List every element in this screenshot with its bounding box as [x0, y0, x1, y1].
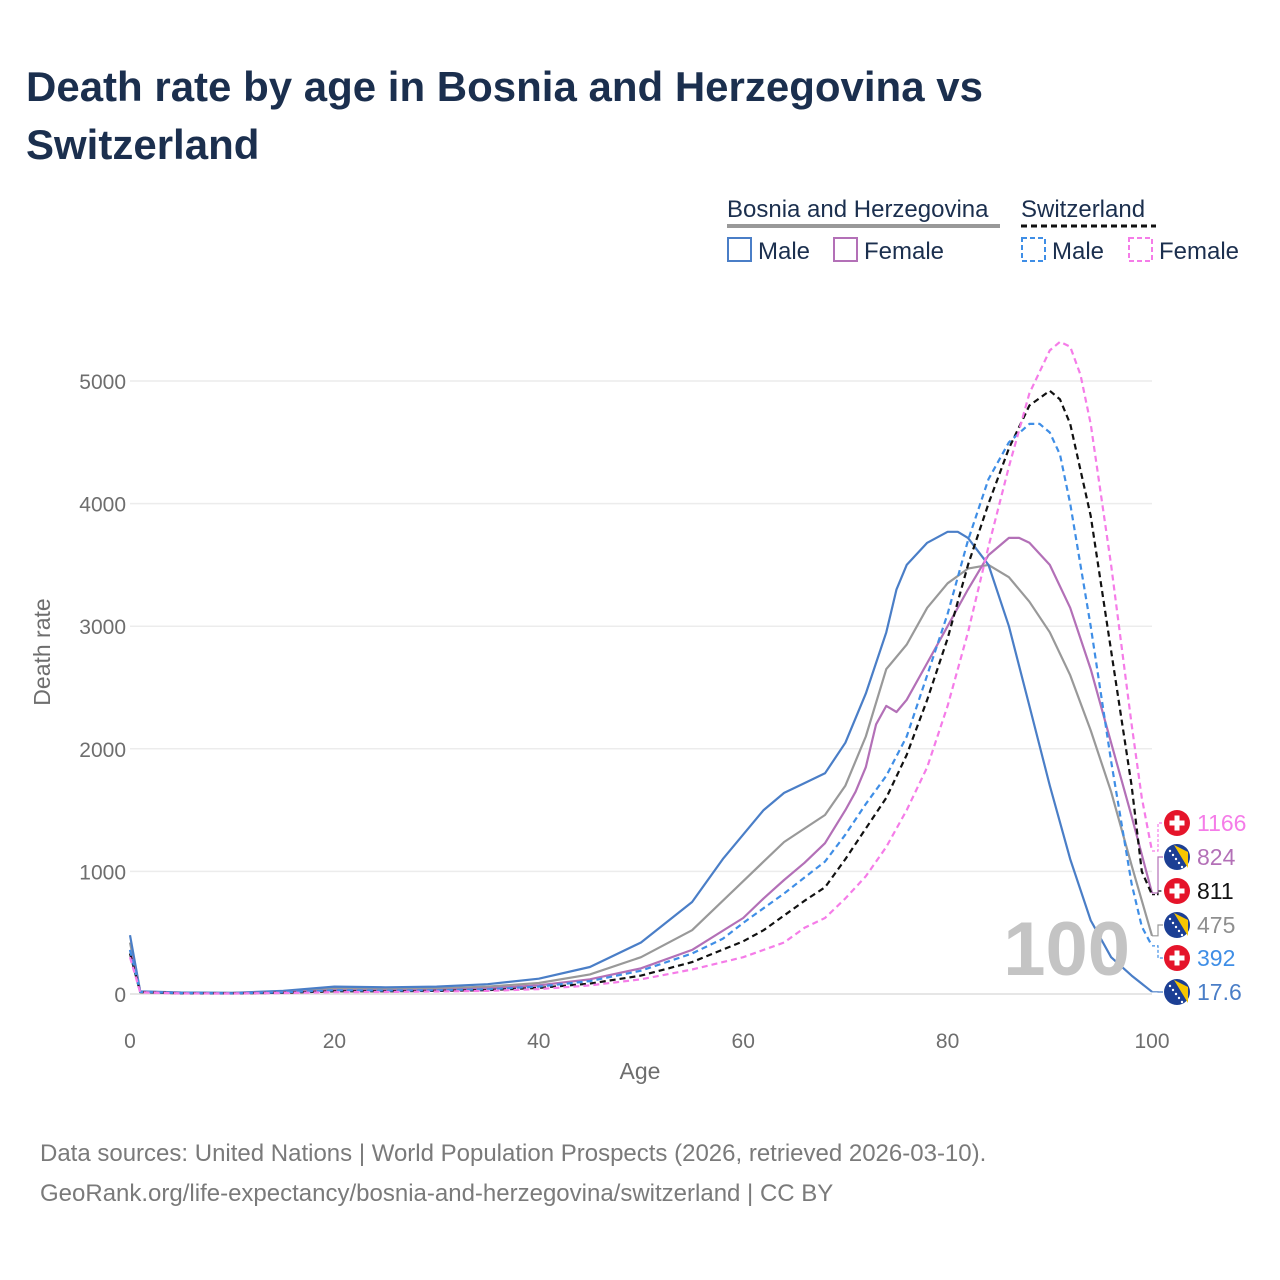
grid-layer: 0 1000 2000 3000 4000 5000 0 20 40 60 80 100: [79, 371, 1169, 1053]
flag-star: [1168, 917, 1172, 921]
x-tick-label: 20: [323, 1030, 346, 1053]
end-labels-layer: 1166 824 811 475 392 17.6: [1152, 810, 1246, 1005]
flag-star: [1171, 921, 1175, 925]
end-label-connector: [1152, 945, 1163, 959]
y-tick-label: 2000: [79, 739, 126, 762]
chart-title: Death rate by age in Bosnia and Herzegov…: [26, 63, 983, 168]
flag-cross-horizontal: [1169, 888, 1185, 894]
legend-switzerland-male-label[interactable]: Male: [1052, 238, 1104, 265]
x-tick-label: 80: [936, 1030, 959, 1053]
flag-triangle: [1174, 845, 1188, 868]
flag-star: [1180, 933, 1184, 937]
end-label-connector: [1152, 856, 1163, 894]
flag-star: [1177, 861, 1181, 865]
x-tick-label: 100: [1134, 1030, 1169, 1053]
flag-star: [1180, 865, 1184, 869]
source-line: Data sources: United Nations | World Pop…: [40, 1140, 987, 1167]
end-label-connector: [1152, 924, 1163, 937]
end-value-label: 1166: [1197, 810, 1246, 836]
flag-star: [1174, 992, 1178, 996]
age-watermark: 100: [1003, 907, 1130, 992]
flag-star: [1177, 996, 1181, 1000]
series-line-bosnia-and-herzegovina-total[interactable]: [128, 563, 1154, 995]
series-line-switzerland-male[interactable]: [128, 422, 1153, 995]
flag-star: [1177, 929, 1181, 933]
end-value-label: 17.6: [1197, 979, 1242, 1005]
flag-triangle: [1174, 980, 1188, 1003]
end-value-label: 475: [1197, 912, 1235, 938]
y-tick-label: 4000: [79, 494, 126, 517]
flag-star: [1174, 857, 1178, 861]
end-value-label: 824: [1197, 844, 1236, 870]
series-line-switzerland-total[interactable]: [128, 389, 1154, 995]
line-layer: [128, 340, 1154, 995]
end-value-label: 392: [1197, 945, 1235, 971]
y-tick-label: 5000: [79, 371, 126, 394]
legend-bosnia-male-swatch[interactable]: [727, 237, 752, 262]
flag-star: [1171, 853, 1175, 857]
x-tick-label: 0: [124, 1030, 136, 1053]
y-tick-label: 0: [114, 984, 126, 1007]
flag-triangle: [1174, 913, 1188, 936]
legend-group-switzerland[interactable]: Switzerland: [1021, 196, 1145, 223]
series-line-switzerland-female[interactable]: [128, 340, 1154, 995]
flag-cross-horizontal: [1169, 820, 1185, 826]
legend-bosnia-male-label[interactable]: Male: [758, 238, 810, 265]
legend-switzerland-male-swatch[interactable]: [1021, 237, 1046, 262]
flag-star: [1168, 849, 1172, 853]
legend-switzerland-female-swatch[interactable]: [1128, 237, 1153, 262]
legend-group-bosnia[interactable]: Bosnia and Herzegovina: [727, 196, 989, 223]
flag-star: [1171, 988, 1175, 992]
y-tick-label: 3000: [79, 616, 126, 639]
end-label-connector: [1152, 890, 1163, 896]
flag-star: [1174, 925, 1178, 929]
legend-bosnia-female-label[interactable]: Female: [864, 238, 944, 265]
end-value-label: 811: [1197, 878, 1234, 904]
flag-cross-horizontal: [1169, 955, 1185, 961]
series-line-bosnia-and-herzegovina-male[interactable]: [128, 530, 1153, 994]
series-line-bosnia-and-herzegovina-female[interactable]: [128, 536, 1154, 995]
flag-star: [1168, 984, 1172, 988]
y-tick-label: 1000: [79, 861, 126, 884]
x-tick-label: 60: [732, 1030, 755, 1053]
y-axis-title: Death rate: [29, 598, 55, 705]
legend-switzerland-female-label[interactable]: Female: [1159, 238, 1239, 265]
flag-star: [1180, 1000, 1184, 1004]
end-label-connector: [1152, 822, 1163, 852]
legend-bosnia-female-swatch[interactable]: [833, 237, 858, 262]
legend: Bosnia and Herzegovina Switzerland Male …: [727, 196, 1239, 265]
source-url[interactable]: GeoRank.org/life-expectancy/bosnia-and-h…: [40, 1180, 834, 1207]
x-tick-label: 40: [527, 1030, 550, 1053]
x-axis-title: Age: [620, 1058, 661, 1084]
